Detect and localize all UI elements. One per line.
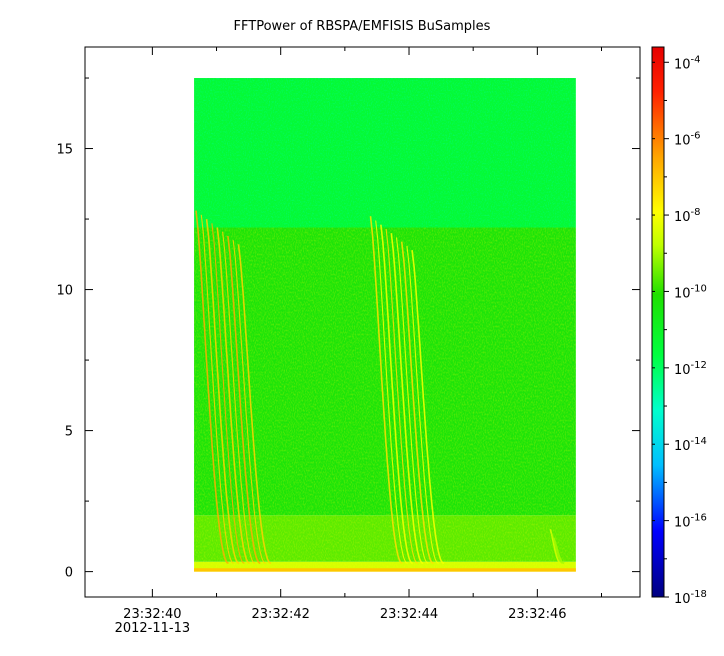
y-tick-label: 10	[56, 284, 73, 299]
spectrogram-texture	[194, 78, 576, 228]
y-tick-label: 5	[65, 425, 73, 440]
x-tick-label: 23:32:40	[123, 607, 181, 622]
y-axis: 0 5 10 15	[56, 77, 640, 581]
colorbar-tick-label: 10-8	[674, 207, 701, 225]
x-tick-label: 23:32:46	[508, 607, 566, 622]
x-tick-sublabel: 2012-11-13	[115, 621, 191, 636]
chorus-burst	[549, 529, 565, 564]
low-frequency-strip	[194, 568, 576, 572]
colorbar-tick-label: 10-10	[674, 283, 707, 301]
colorbar-tick-label: 10-18	[674, 589, 707, 607]
chart-title: FFTPower of RBSPA/EMFISIS BuSamples	[234, 19, 491, 34]
spectrogram-texture	[194, 561, 576, 572]
x-tick-label: 23:32:44	[380, 607, 438, 622]
y-tick-label: 15	[56, 143, 73, 158]
chorus-burst	[195, 210, 272, 564]
colorbar-tick-label: 10-12	[674, 360, 707, 378]
colorbar-tick-label: 10-16	[674, 513, 707, 531]
colorbar-tick-label: 10-6	[674, 131, 701, 149]
chorus-burst	[369, 216, 445, 564]
colorbar-tick-label: 10-4	[674, 54, 701, 72]
x-tick-label: 23:32:42	[251, 607, 309, 622]
spectrogram-texture	[194, 515, 576, 562]
colorbar-tick-label: 10-14	[674, 436, 707, 454]
y-tick-label: 0	[65, 566, 73, 581]
colorbar	[651, 46, 665, 598]
spectrogram-image	[194, 78, 576, 572]
